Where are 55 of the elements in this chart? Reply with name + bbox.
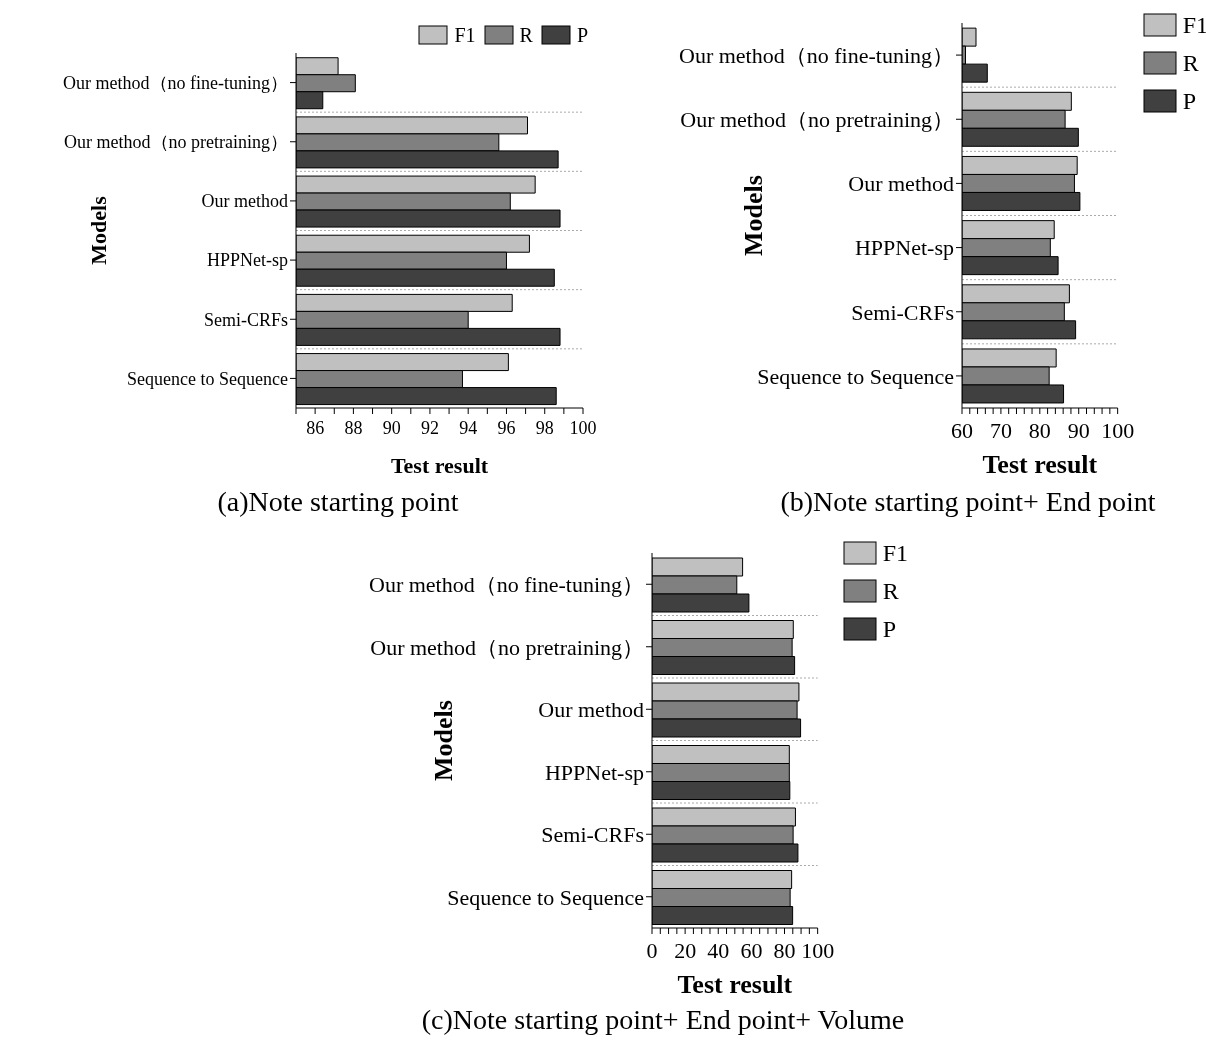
x-axis-title: Test result — [390, 453, 489, 478]
legend-label: F1 — [882, 539, 908, 568]
text: (a)Note starting point — [216, 486, 460, 518]
y-tick-label: Sequence to Sequence — [127, 368, 289, 389]
x-tick-label: 88 — [344, 418, 363, 438]
x-tick-label: 90 — [1067, 418, 1090, 443]
y-tick-label: Our method（no fine-tuning） — [369, 572, 644, 598]
x-tick-label: 92 — [420, 418, 439, 438]
y-tick-label: Our method（no pretraining） — [680, 107, 954, 133]
y-tick-label: Semi-CRFs — [541, 822, 644, 848]
legend-label: R — [882, 577, 899, 606]
x-tick-label: 90 — [382, 418, 401, 438]
text: (b)Note starting point+ End point — [779, 486, 1157, 518]
y-tick-label: Our method — [538, 697, 644, 723]
y-tick-label: HPPNet-sp — [544, 759, 644, 785]
legend-label: P — [576, 23, 588, 48]
y-tick-label: Our method（no fine-tuning） — [63, 72, 288, 93]
text: (c)Note starting point+ End point+ Volume — [420, 1004, 906, 1036]
y-tick-label: HPPNet-sp — [206, 250, 288, 271]
x-tick-label: 40 — [707, 938, 730, 963]
legend-label: F1 — [454, 23, 476, 48]
y-axis-title: Models — [739, 175, 769, 256]
legend-label: P — [882, 615, 896, 644]
x-tick-label: 0 — [646, 938, 658, 963]
x-tick-label: 94 — [459, 418, 478, 438]
x-tick-label: 96 — [497, 418, 516, 438]
y-axis-title: Models — [429, 700, 459, 781]
x-tick-label: 100 — [569, 418, 597, 438]
legend-label: R — [1182, 49, 1199, 78]
y-tick-label: Sequence to Sequence — [447, 884, 644, 910]
x-axis-title: Test result — [677, 970, 793, 999]
y-tick-label: Our method（no fine-tuning） — [679, 42, 954, 68]
x-axis-title: Test result — [982, 450, 1098, 479]
y-tick-label: Our method — [201, 191, 288, 212]
y-tick-label: Our method — [848, 171, 954, 197]
y-tick-label: Semi-CRFs — [851, 299, 954, 325]
x-tick-label: 86 — [306, 418, 325, 438]
y-tick-label: Semi-CRFs — [203, 309, 288, 330]
legend-label: R — [519, 23, 533, 48]
x-tick-label: 60 — [951, 418, 973, 443]
x-tick-label: 80 — [773, 938, 796, 963]
x-tick-label: 60 — [740, 938, 763, 963]
y-axis-title: Models — [85, 195, 111, 265]
x-tick-label: 100 — [1101, 418, 1135, 443]
y-tick-label: Our method（no pretraining） — [64, 132, 288, 153]
x-tick-label: 80 — [1028, 418, 1051, 443]
legend-label: P — [1182, 87, 1196, 116]
legend-label: F1 — [1182, 11, 1206, 40]
x-tick-label: 100 — [801, 938, 835, 963]
y-tick-label: HPPNet-sp — [854, 235, 954, 261]
y-tick-label: Our method（no pretraining） — [370, 634, 644, 660]
x-tick-label: 98 — [535, 418, 554, 438]
y-tick-label: Sequence to Sequence — [757, 363, 954, 389]
x-tick-label: 70 — [989, 418, 1012, 443]
x-tick-label: 20 — [674, 938, 697, 963]
